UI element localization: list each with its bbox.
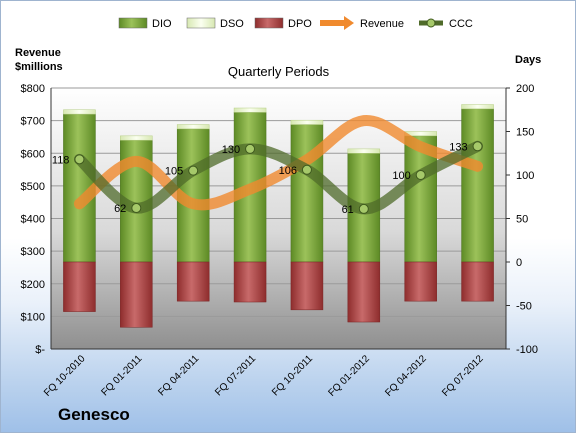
bar-dio [461,108,494,263]
left-tick-label: $400 [21,214,45,226]
company-name: Genesco [58,405,130,424]
ccc-data-label: 118 [52,154,70,166]
bar-dpo [290,261,324,311]
bar-dso [120,135,153,141]
left-axis-title-line2: $millions [15,61,63,73]
left-tick-label: $800 [21,83,45,95]
left-tick-label: $100 [21,311,45,323]
bar-dso [461,104,494,110]
legend-label: DSO [220,18,244,30]
legend-marker-ccc [426,18,436,28]
left-axis-title-line1: Revenue [15,47,61,59]
left-tick-label: $- [35,344,45,356]
ccc-point [358,203,369,214]
x-tick-label: FQ 04-2011 [156,353,201,398]
left-tick-label: $200 [21,279,45,291]
ccc-data-label: 106 [279,165,297,177]
bar-dpo [233,261,267,303]
right-tick-label: 0 [516,257,522,269]
left-tick-label: $600 [21,148,45,160]
right-tick-label: 200 [516,83,534,95]
bar-dso [347,148,381,154]
x-tick-label: FQ 10-2011 [270,353,315,398]
ccc-point [188,165,199,176]
legend-label: CCC [449,18,473,30]
bar-dso [176,124,210,130]
right-tick-label: -100 [516,344,538,356]
legend-label: DIO [152,18,172,30]
bar-dio [404,135,437,263]
x-tick-label: FQ 01-2012 [326,353,372,399]
legend-swatch-dpo [254,17,284,29]
x-tick-label: FQ 10-2010 [42,353,88,399]
x-tick-label: FQ 04-2012 [383,353,429,399]
ccc-point [74,154,85,165]
bar-dpo [63,261,96,312]
bar-dso [290,119,324,125]
bar-dso [233,107,267,113]
right-tick-label: -50 [516,301,532,313]
ccc-data-label: 133 [449,141,467,153]
right-tick-label: 150 [516,127,534,139]
x-tick-label: FQ 07-2012 [440,353,486,399]
ccc-point [415,170,426,180]
bar-dpo [176,261,210,302]
bar-dso [63,109,96,115]
ccc-data-label: 61 [342,204,354,216]
left-tick-label: $500 [21,181,45,193]
bar-dpo [461,261,494,302]
ccc-data-label: 105 [165,166,183,178]
legend-swatch-dio [118,17,148,29]
ccc-data-label: 62 [114,203,126,215]
right-tick-label: 50 [516,214,528,226]
x-tick-label: FQ 07-2011 [213,353,258,398]
left-tick-label: $700 [21,116,45,128]
chart-title: Quarterly Periods [228,64,330,79]
ccc-point [472,141,483,152]
legend-label: Revenue [360,18,404,30]
right-tick-label: 100 [516,170,534,182]
legend-arrow-revenue [344,16,354,30]
bar-dpo [404,261,437,302]
ccc-data-label: 100 [392,170,410,182]
ccc-point [301,164,312,175]
ccc-point [131,203,142,214]
legend-label: DPO [288,18,312,30]
x-tick-label: FQ 01-2011 [99,353,144,398]
revenue-line [73,115,484,211]
bar-dpo [120,261,153,328]
bar-dpo [347,261,381,323]
left-tick-label: $300 [21,246,45,258]
legend-swatch-dso [186,17,216,29]
ccc-point [245,143,256,154]
ccc-data-label: 130 [222,144,240,156]
right-axis-title: Days [515,54,541,66]
